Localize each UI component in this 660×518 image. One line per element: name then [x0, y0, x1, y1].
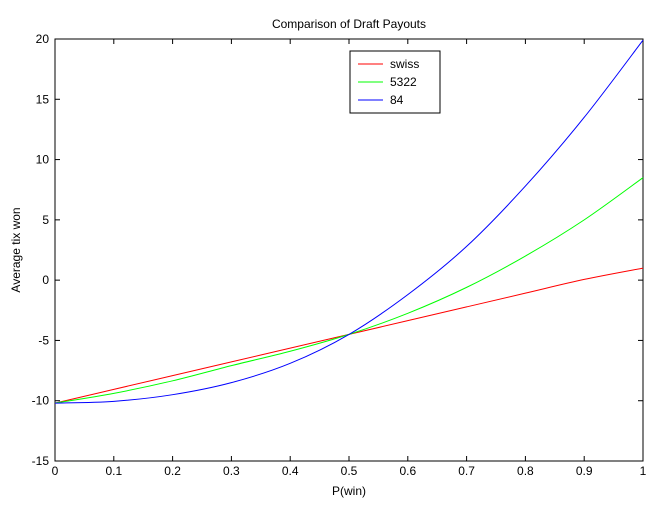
x-tick-label: 0.8	[517, 464, 534, 478]
legend: swiss 5322 84	[349, 50, 441, 114]
y-tick-label: 5	[42, 213, 49, 227]
legend-label-swiss: swiss	[390, 57, 419, 71]
y-tick-label: -5	[38, 333, 49, 347]
x-tick-label: 0.1	[105, 464, 122, 478]
series-line-84	[54, 39, 644, 404]
plot-area	[54, 38, 644, 462]
x-tick-label: 0.7	[458, 464, 475, 478]
x-tick-label: 0.4	[282, 464, 299, 478]
series-line-5322	[54, 177, 644, 404]
y-tick-label: 20	[36, 32, 50, 46]
y-tick-label: 0	[42, 273, 49, 287]
y-tick-label: -15	[32, 454, 50, 468]
series-lines	[54, 39, 644, 404]
x-tick-label: 0.6	[399, 464, 416, 478]
chart-title: Comparison of Draft Payouts	[272, 17, 426, 31]
x-tick-label: 0.3	[223, 464, 240, 478]
legend-label-5322: 5322	[390, 75, 417, 89]
y-tick-label: 10	[36, 153, 50, 167]
x-tick-label: 1	[640, 464, 647, 478]
y-axis-label: Average tix won	[9, 207, 23, 292]
x-tick-label: 0.5	[341, 464, 358, 478]
y-tick-label: 15	[36, 92, 50, 106]
x-tick-label: 0	[52, 464, 59, 478]
axis-ticks: 0 0.1 0.2 0.3 0.4 0.5 0.6 0.7 0.8 0.9 1 -15 -10 -5 0 5 1…	[32, 32, 647, 478]
legend-label-84: 84	[390, 93, 404, 107]
x-tick-label: 0.2	[164, 464, 181, 478]
x-tick-label: 0.9	[576, 464, 593, 478]
y-tick-label: -10	[32, 394, 50, 408]
x-axis-label: P(win)	[332, 484, 366, 498]
